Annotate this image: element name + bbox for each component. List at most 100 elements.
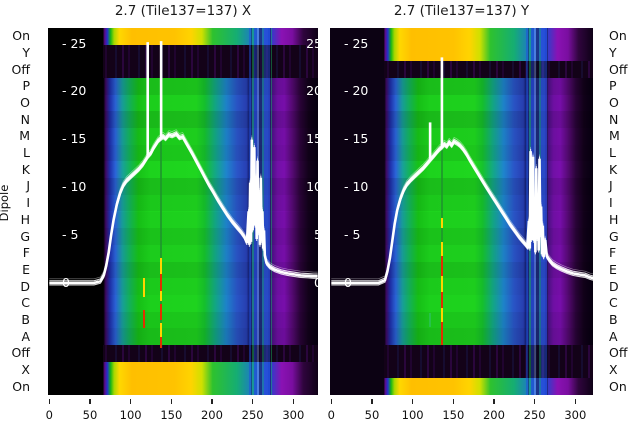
- x-tick: [371, 399, 373, 404]
- artifact-column: [159, 78, 162, 345]
- row-label-l-left: L: [23, 145, 30, 161]
- x-tick: [574, 399, 576, 404]
- artifact-dash: [159, 323, 162, 337]
- row-label-b-left: B: [21, 311, 30, 327]
- artifact-dash: [441, 322, 443, 345]
- heatmap-band-dark-Off: [48, 344, 318, 362]
- heatmap-panel-x: - 2525- 2020- 1515- 1010- 5500: [48, 28, 318, 395]
- x-tick: [129, 399, 132, 404]
- y-tick-label: - 5: [344, 226, 361, 242]
- y-tick-label: - 5: [62, 226, 79, 242]
- heatmap-band-bright-On: [48, 28, 318, 45]
- y-tick-label-right: 15: [306, 131, 318, 147]
- y-tick-label: - 25: [344, 35, 369, 51]
- artifact-dash: [159, 304, 162, 320]
- x-tick: [170, 399, 172, 404]
- artifact-dash: [441, 292, 443, 308]
- y-tick-label: - 25: [62, 35, 87, 51]
- profile-line: [331, 139, 593, 285]
- body-row-shade: [48, 328, 318, 345]
- artifact-dash: [159, 258, 162, 274]
- body-row-shade: [48, 311, 318, 329]
- row-label-o-right: O: [609, 95, 619, 111]
- x-tick: [211, 399, 213, 404]
- row-label-g-right: G: [609, 228, 619, 244]
- row-label-h-left: H: [20, 211, 30, 227]
- x-tick-label: 100: [401, 408, 424, 422]
- x-tick: [251, 399, 254, 404]
- artifact-dash: [159, 291, 162, 301]
- artifact-dash: [441, 308, 443, 322]
- row-label-e-left: E: [22, 261, 30, 277]
- y-tick-label-right: 20: [306, 83, 318, 99]
- profile-line: [331, 142, 593, 286]
- left-dark-region: [48, 28, 104, 395]
- row-label-n-left: N: [20, 111, 30, 127]
- x-tick-label: 50: [364, 408, 380, 422]
- row-label-j-left: J: [26, 178, 30, 194]
- y-tick-label: - 20: [62, 83, 87, 99]
- row-label-f-left: F: [22, 245, 30, 261]
- row-label-l-right: L: [609, 145, 616, 161]
- x-tick: [292, 399, 294, 404]
- row-label-f-right: F: [609, 245, 617, 261]
- row-label-c-left: C: [21, 295, 30, 311]
- profile-line: [331, 136, 593, 280]
- x-tick-label: 300: [564, 408, 587, 422]
- row-label-n-right: N: [609, 111, 619, 127]
- row-label-off-left: Off: [11, 61, 30, 77]
- row-label-c-right: C: [609, 295, 618, 311]
- row-label-o-left: O: [20, 95, 30, 111]
- artifact-dash: [441, 242, 443, 256]
- artifact-dash: [143, 278, 145, 297]
- row-label-on-right: On: [609, 28, 627, 44]
- row-label-y-left: Y: [22, 45, 30, 61]
- y-tick-label: - 10: [344, 178, 369, 194]
- row-label-off-left: Off: [11, 345, 30, 361]
- y-tick-label-right: 10: [306, 178, 318, 194]
- artifact-dash: [159, 337, 162, 348]
- artifact-dash: [441, 256, 443, 276]
- row-label-a-left: A: [21, 328, 30, 344]
- profile-trace-bundle: [49, 41, 318, 286]
- artifact-dash: [159, 274, 162, 291]
- x-tick: [411, 399, 414, 404]
- x-tick-label: 100: [119, 408, 142, 422]
- body-row-shade: [330, 194, 593, 212]
- artifact-dash: [143, 310, 145, 328]
- artifact-column: [441, 78, 443, 345]
- body-row-shade: [330, 311, 593, 329]
- row-label-d-left: D: [20, 278, 30, 294]
- row-label-k-left: K: [21, 161, 30, 177]
- x-tick: [533, 399, 536, 404]
- row-label-d-right: D: [609, 278, 619, 294]
- body-row-shade: [48, 111, 318, 129]
- profile-line: [49, 132, 318, 285]
- x-tick-label: 300: [282, 408, 305, 422]
- row-label-g-left: G: [20, 228, 30, 244]
- profile-trace-bundle: [331, 57, 593, 286]
- panel-title-y: 2.7 (Tile137=137) Y: [393, 3, 530, 19]
- body-row-shade: [48, 261, 318, 279]
- body-row-shade: [330, 111, 593, 129]
- body-row-shade: [48, 278, 318, 295]
- row-label-p-right: P: [609, 78, 617, 94]
- artifact-dash: [441, 276, 443, 292]
- row-label-on-right: On: [609, 378, 627, 394]
- row-label-x-right: X: [609, 361, 618, 377]
- x-tick-label: 150: [442, 408, 465, 422]
- y-tick-label: - 15: [344, 131, 369, 147]
- x-tick: [48, 399, 50, 404]
- x-tick: [452, 399, 454, 404]
- body-row-shade: [330, 128, 593, 145]
- x-tick-label: 200: [482, 408, 505, 422]
- body-row-shade: [330, 261, 593, 279]
- x-tick-label: 200: [200, 408, 223, 422]
- row-label-m-left: M: [19, 128, 30, 144]
- row-label-on-left: On: [12, 28, 30, 44]
- body-row-shade: [330, 144, 593, 162]
- y-tick-label: - 15: [62, 131, 87, 147]
- profile-line: [49, 129, 318, 280]
- artifact-dash: [429, 313, 431, 327]
